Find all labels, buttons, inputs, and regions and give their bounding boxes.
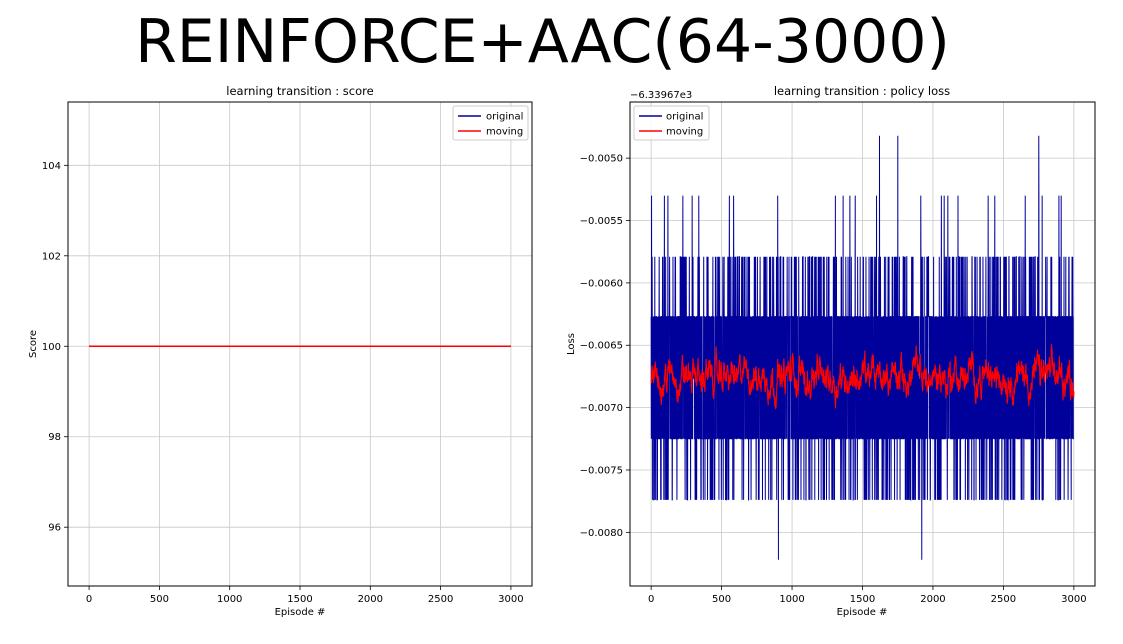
policy-loss-chart: 0 500 1000 1500 2000 2500 3000 −0.0080−0.0075−… xyxy=(566,84,1096,618)
loss-y-tick-label: −0.0060 xyxy=(580,278,623,289)
score-x-tick-label: 3000 xyxy=(498,594,523,605)
loss-y-axis-label: Loss xyxy=(566,333,577,355)
score-chart: 0 500 1000 1500 2000 2500 3000 96 98 100 102 104 l… xyxy=(28,84,533,618)
score-x-tick-label: 500 xyxy=(150,594,169,605)
loss-x-tick-label: 2000 xyxy=(920,594,945,605)
loss-y-ticks: −0.0080 −0.0075 −0.0070 −0.0065 −0.0060 −0.00… xyxy=(580,154,630,539)
loss-y-tick-label: −0.0050 xyxy=(580,154,623,165)
score-legend-original-label: original xyxy=(486,112,523,123)
score-legend: original moving xyxy=(452,105,529,141)
loss-x-tick-label: 1000 xyxy=(779,594,804,605)
loss-x-tick-label: 500 xyxy=(712,594,731,605)
score-x-tick-label: 2500 xyxy=(428,594,453,605)
score-grid xyxy=(68,102,532,586)
loss-series-moving-line xyxy=(650,343,1075,410)
loss-y-tick-label: −0.0080 xyxy=(580,528,623,539)
loss-offset-text: −6.33967e3 xyxy=(630,90,692,101)
score-x-tick-label: 1000 xyxy=(217,594,242,605)
loss-chart-title: learning transition : policy loss xyxy=(774,84,950,98)
score-y-tick-label: 96 xyxy=(48,523,61,534)
loss-x-tick-label: 1500 xyxy=(850,594,875,605)
score-legend-moving-label: moving xyxy=(486,127,523,138)
score-y-ticks: 96 98 100 102 104 xyxy=(42,161,68,534)
score-x-tick-label: 2000 xyxy=(358,594,383,605)
loss-x-ticks: 0 500 1000 1500 2000 2500 3000 xyxy=(648,586,1087,605)
loss-series-original-line xyxy=(650,135,1074,560)
loss-legend-original-label: original xyxy=(666,112,703,123)
loss-y-tick-label: −0.0055 xyxy=(580,216,623,227)
score-y-tick-label: 100 xyxy=(42,342,61,353)
score-y-tick-label: 102 xyxy=(42,251,61,262)
score-x-ticks: 0 500 1000 1500 2000 2500 3000 xyxy=(86,586,524,605)
score-x-tick-label: 1500 xyxy=(287,594,312,605)
loss-series xyxy=(650,135,1075,560)
loss-y-tick-label: −0.0065 xyxy=(580,341,623,352)
score-chart-title: learning transition : score xyxy=(226,84,373,98)
loss-x-tick-label: 2500 xyxy=(991,594,1016,605)
score-y-axis-label: Score xyxy=(28,330,39,358)
score-x-axis-label: Episode # xyxy=(275,607,326,618)
loss-legend-moving-label: moving xyxy=(666,127,703,138)
score-x-tick-label: 0 xyxy=(86,594,92,605)
score-y-tick-label: 98 xyxy=(48,432,61,443)
loss-y-tick-label: −0.0070 xyxy=(580,403,623,414)
loss-x-tick-label: 0 xyxy=(648,594,654,605)
score-y-tick-label: 104 xyxy=(42,161,61,172)
page-title: REINFORCE+AAC(64-3000) xyxy=(135,7,950,77)
loss-x-axis-label: Episode # xyxy=(837,607,888,618)
loss-x-tick-label: 3000 xyxy=(1061,594,1086,605)
loss-legend: original moving xyxy=(633,105,710,141)
loss-y-tick-label: −0.0075 xyxy=(580,465,623,476)
